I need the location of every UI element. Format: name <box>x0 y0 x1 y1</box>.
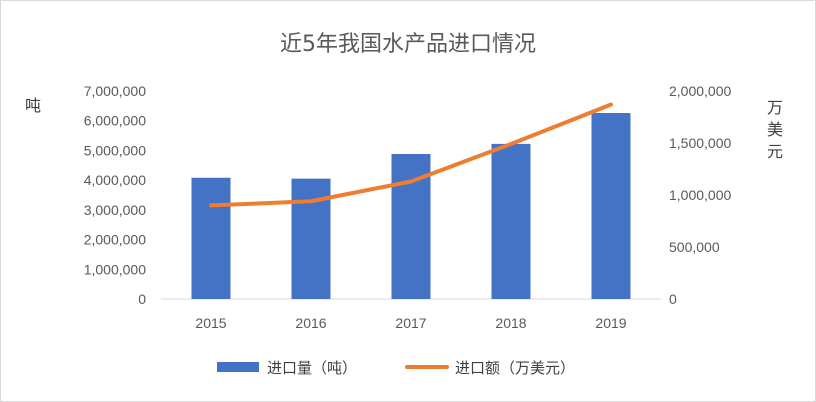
series-line <box>209 102 613 208</box>
x-axis-ticks: 2015 2016 2017 2018 2019 <box>195 315 626 331</box>
legend-label-volume: 进口量（吨） <box>267 359 357 377</box>
bar <box>591 112 631 299</box>
bar <box>191 177 231 299</box>
right-tick-label: 0 <box>669 291 677 307</box>
left-axis-ticks: 0 1,000,000 2,000,000 3,000,000 4,000,000 5,0… <box>84 83 147 307</box>
legend: 进口量（吨） 进口额（万美元） <box>217 359 575 377</box>
bar <box>491 143 531 299</box>
left-tick-label: 4,000,000 <box>84 172 146 188</box>
right-tick-label: 500,000 <box>669 239 720 255</box>
right-tick-label: 1,000,000 <box>669 187 731 203</box>
x-tick-label: 2019 <box>595 315 626 331</box>
legend-swatch-volume <box>217 362 259 372</box>
line-series <box>209 102 613 208</box>
right-axis-ticks: 0 500,000 1,000,000 1,500,000 2,000,000 <box>669 83 731 307</box>
left-tick-label: 1,000,000 <box>84 261 146 277</box>
legend-label-value: 进口额（万美元） <box>455 359 575 377</box>
x-tick-label: 2016 <box>295 315 326 331</box>
left-tick-label: 5,000,000 <box>84 142 146 158</box>
left-tick-label: 6,000,000 <box>84 113 146 129</box>
x-tick-label: 2018 <box>495 315 526 331</box>
right-tick-label: 1,500,000 <box>669 135 731 151</box>
left-tick-label: 7,000,000 <box>84 83 146 99</box>
chart-title: 近5年我国水产品进口情况 <box>280 32 536 57</box>
left-axis-label: 吨 <box>25 96 41 115</box>
left-tick-label: 0 <box>138 291 146 307</box>
right-axis-label: 万美元 <box>767 98 783 161</box>
x-tick-label: 2015 <box>195 315 226 331</box>
bar-series <box>191 112 631 299</box>
left-tick-label: 3,000,000 <box>84 202 146 218</box>
x-tick-label: 2017 <box>395 315 426 331</box>
left-tick-label: 2,000,000 <box>84 232 146 248</box>
right-tick-label: 2,000,000 <box>669 83 731 99</box>
